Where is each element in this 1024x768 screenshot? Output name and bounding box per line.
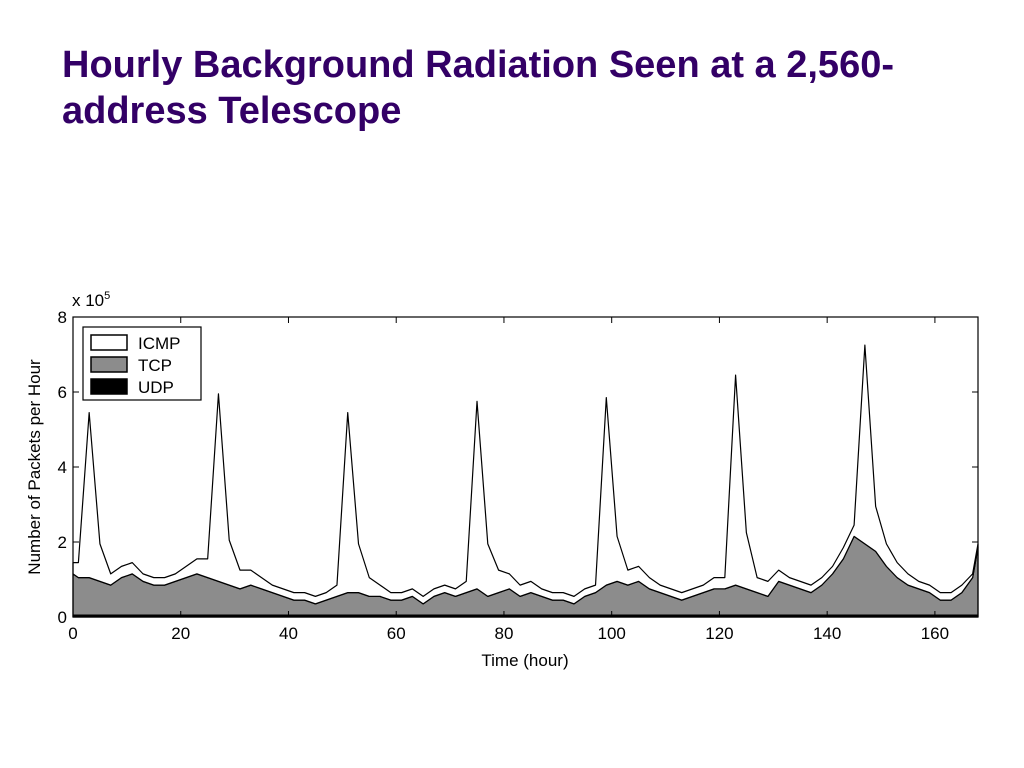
y-multiplier-base: x 10 <box>72 291 104 310</box>
x-tick-label: 120 <box>705 624 733 643</box>
x-axis-label: Time (hour) <box>481 651 568 670</box>
legend-label: UDP <box>138 378 174 397</box>
y-tick-label: 6 <box>58 383 67 402</box>
legend-swatch <box>90 378 128 395</box>
x-tick-label: 80 <box>494 624 513 643</box>
x-tick-label: 20 <box>171 624 190 643</box>
x-tick-label: 60 <box>387 624 406 643</box>
legend-label: TCP <box>138 356 172 375</box>
slide-title: Hourly Background Radiation Seen at a 2,… <box>62 44 894 132</box>
y-tick-label: 8 <box>58 308 67 327</box>
x-tick-label: 40 <box>279 624 298 643</box>
legend-label: ICMP <box>138 334 181 353</box>
legend-swatch <box>90 334 128 351</box>
x-tick-label: 0 <box>68 624 77 643</box>
y-tick-label: 2 <box>58 533 67 552</box>
x-tick-label: 160 <box>921 624 949 643</box>
y-axis-label: Number of Packets per Hour <box>25 359 44 575</box>
y-tick-label: 0 <box>58 608 67 627</box>
x-tick-label: 100 <box>598 624 626 643</box>
legend-swatch <box>90 356 128 373</box>
x-tick-label: 140 <box>813 624 841 643</box>
y-multiplier: x 105 <box>72 290 110 310</box>
y-multiplier-exponent: 5 <box>104 290 110 302</box>
y-tick-label: 4 <box>58 458 67 477</box>
